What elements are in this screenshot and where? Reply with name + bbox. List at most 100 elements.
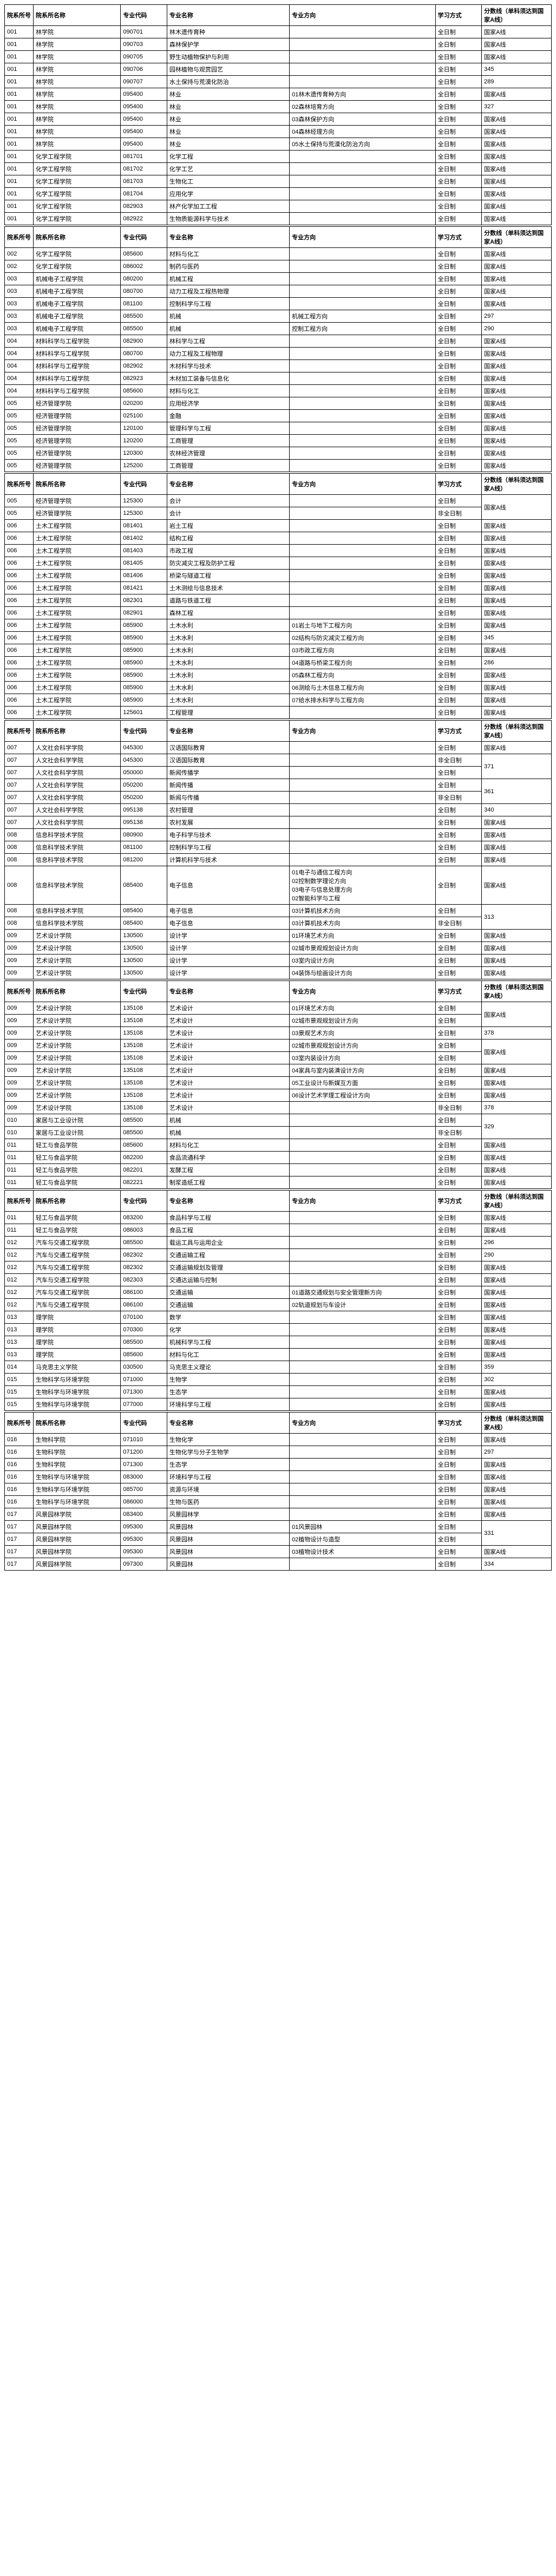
dept-name: 人文社会科学学院 xyxy=(34,804,121,816)
direction xyxy=(290,460,436,472)
dept-code: 016 xyxy=(5,1459,34,1471)
major-name: 机械 xyxy=(167,323,289,335)
score-cell: 国家A线 xyxy=(482,1089,552,1102)
major-code: 081403 xyxy=(121,545,167,557)
dept-code: 017 xyxy=(5,1546,34,1558)
dept-code: 003 xyxy=(5,298,34,310)
study-mode: 全日制 xyxy=(435,682,482,694)
major-name: 市政工程 xyxy=(167,545,289,557)
major-code: 071300 xyxy=(121,1386,167,1398)
major-name: 新闻传播 xyxy=(167,779,289,792)
dept-name: 艺术设计学院 xyxy=(34,1102,121,1114)
table-row: 006土木工程学院085900土木水利04道路与桥梁工程方向全日制286 xyxy=(5,657,552,669)
major-name: 化学工艺 xyxy=(167,163,289,175)
study-mode: 全日制 xyxy=(435,954,482,967)
dept-name: 林学院 xyxy=(34,113,121,126)
direction xyxy=(290,520,436,532)
major-name: 控制科学与工程 xyxy=(167,298,289,310)
score-cell: 国家A线 xyxy=(482,1286,552,1299)
major-name: 桥梁与隧道工程 xyxy=(167,570,289,582)
dept-code: 017 xyxy=(5,1521,34,1533)
score-cell: 国家A线 xyxy=(482,841,552,854)
dept-code: 012 xyxy=(5,1286,34,1299)
direction xyxy=(290,248,436,260)
major-name: 生物化学 xyxy=(167,1434,289,1446)
score-cell: 国家A线 xyxy=(482,682,552,694)
dept-name: 生物科学院 xyxy=(34,1459,121,1471)
score-cell: 国家A线 xyxy=(482,38,552,51)
dept-code: 005 xyxy=(5,460,34,472)
table-row: 008信息科学技术学院080900电子科学与技术全日制国家A线 xyxy=(5,829,552,841)
major-code: 135108 xyxy=(121,1064,167,1077)
study-mode: 全日制 xyxy=(435,348,482,360)
direction xyxy=(290,829,436,841)
dept-code: 009 xyxy=(5,930,34,942)
dept-name: 生物科学与环境学院 xyxy=(34,1398,121,1411)
dept-code: 005 xyxy=(5,507,34,520)
direction: 02城市景观规划设计方向 xyxy=(290,1015,436,1027)
dept-name: 化学工程学院 xyxy=(34,175,121,188)
dept-name: 汽车与交通工程学院 xyxy=(34,1299,121,1311)
admission-table: 院系所号院系所名称专业代码专业名称专业方向学习方式分数线（单科须达到国家A线）0… xyxy=(4,980,552,1189)
major-name: 水土保持与荒漠化防治 xyxy=(167,76,289,88)
score-cell: 国家A线 xyxy=(482,360,552,372)
major-name: 艺术设计 xyxy=(167,1102,289,1114)
table-row: 009艺术设计学院135108艺术设计01环境艺术方向全日制国家A线 xyxy=(5,1002,552,1015)
direction: 03计算机技术方向 xyxy=(290,905,436,917)
score-cell: 国家A线 xyxy=(482,285,552,298)
study-mode: 全日制 xyxy=(435,1261,482,1274)
score-cell: 国家A线 xyxy=(482,1261,552,1274)
dept-name: 生物科学与环境学院 xyxy=(34,1386,121,1398)
table-row: 009艺术设计学院130500设计学02城市景观规划设计方向全日制国家A线 xyxy=(5,942,552,954)
table-row: 015生物科学与环境学院077000环境科学与工程全日制国家A线 xyxy=(5,1398,552,1411)
study-mode: 全日制 xyxy=(435,273,482,285)
direction xyxy=(290,507,436,520)
column-header: 学习方式 xyxy=(435,227,482,248)
table-row: 001林学院095400林业02森林培育方向全日制327 xyxy=(5,101,552,113)
dept-name: 材料科学与工程学院 xyxy=(34,360,121,372)
admission-table: 院系所号院系所名称专业代码专业名称专业方向学习方式分数线（单科须达到国家A线）0… xyxy=(4,1190,552,1411)
dept-code: 003 xyxy=(5,273,34,285)
direction xyxy=(290,607,436,619)
study-mode: 全日制 xyxy=(435,113,482,126)
study-mode: 全日制 xyxy=(435,841,482,854)
table-row: 007人文社会科学学院050000新闻传播学全日制 xyxy=(5,767,552,779)
direction xyxy=(290,26,436,38)
admission-table: 院系所号院系所名称专业代码专业名称专业方向学习方式分数线（单科须达到国家A线）0… xyxy=(4,4,552,225)
column-header: 学习方式 xyxy=(435,1191,482,1212)
dept-name: 材料科学与工程学院 xyxy=(34,335,121,348)
direction xyxy=(290,385,436,397)
dept-name: 林学院 xyxy=(34,51,121,63)
dept-name: 生物科学与环境学院 xyxy=(34,1471,121,1483)
direction xyxy=(290,410,436,422)
major-name: 材料与化工 xyxy=(167,1139,289,1152)
table-row: 016生物科学与环境学院086000生物与医药全日制国家A线 xyxy=(5,1496,552,1508)
dept-code: 007 xyxy=(5,792,34,804)
major-code: 030500 xyxy=(121,1361,167,1374)
column-header: 院系所名称 xyxy=(34,474,121,495)
direction xyxy=(290,779,436,792)
score-cell: 国家A线 xyxy=(482,335,552,348)
major-name: 艺术设计 xyxy=(167,1077,289,1089)
study-mode: 全日制 xyxy=(435,447,482,460)
table-row: 009艺术设计学院135108艺术设计02城市景观规划设计方向全日制 xyxy=(5,1015,552,1027)
dept-name: 化学工程学院 xyxy=(34,248,121,260)
dept-name: 经济管理学院 xyxy=(34,435,121,447)
study-mode: 全日制 xyxy=(435,767,482,779)
direction xyxy=(290,1386,436,1398)
dept-name: 林学院 xyxy=(34,38,121,51)
major-name: 生态学 xyxy=(167,1386,289,1398)
dept-name: 艺术设计学院 xyxy=(34,942,121,954)
table-row: 009艺术设计学院130500设计学03室内设计方向全日制国家A线 xyxy=(5,954,552,967)
column-header: 分数线（单科须达到国家A线） xyxy=(482,981,552,1002)
table-row: 001林学院095400林业03森林保护方向全日制国家A线 xyxy=(5,113,552,126)
dept-code: 003 xyxy=(5,310,34,323)
table-row: 011轻工与食品学院086003食品工程全日制国家A线 xyxy=(5,1224,552,1237)
major-name: 控制科学与工程 xyxy=(167,841,289,854)
major-code: 070300 xyxy=(121,1324,167,1336)
dept-code: 001 xyxy=(5,126,34,138)
table-row: 005经济管理学院025100金融全日制国家A线 xyxy=(5,410,552,422)
dept-code: 007 xyxy=(5,754,34,767)
dept-code: 001 xyxy=(5,51,34,63)
major-name: 林木遗传育种 xyxy=(167,26,289,38)
